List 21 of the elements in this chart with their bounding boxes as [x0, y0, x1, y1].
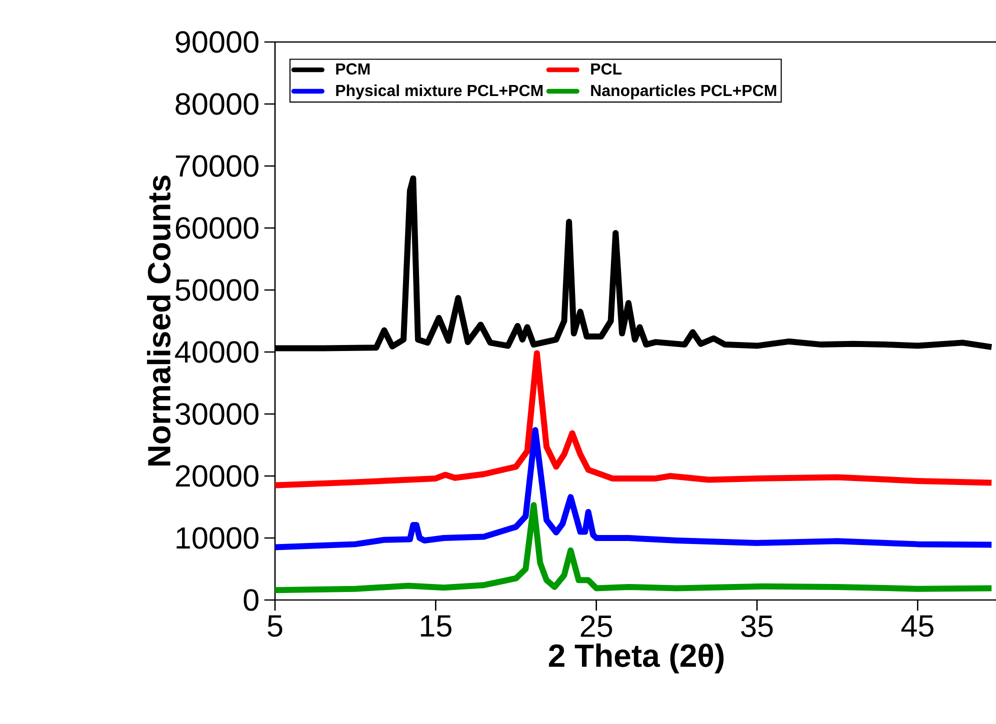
y-tick-label: 70000: [176, 155, 258, 177]
x-tick-label: 15: [420, 615, 452, 637]
y-tick-label: 60000: [176, 217, 258, 239]
legend-label: PCL: [591, 63, 622, 75]
y-tick-label: 20000: [176, 465, 258, 487]
x-tick-label: 35: [741, 615, 773, 638]
legend-label: PCM: [336, 63, 370, 75]
x-axis-title: 2 Theta (2θ): [548, 644, 724, 674]
legend-label: Physical mixture PCL+PCM: [336, 84, 543, 100]
y-tick-label: 40000: [175, 341, 258, 363]
y-tick-label: 90000: [176, 31, 258, 53]
y-tick-label: 30000: [176, 403, 258, 425]
x-tick-label: 45: [901, 615, 934, 637]
y-tick-label: 50000: [176, 279, 258, 301]
x-tick-label: 5: [268, 615, 282, 637]
y-tick-label: 0: [244, 589, 258, 611]
x-tick-label: 25: [580, 615, 612, 638]
y-tick-label: 80000: [176, 93, 258, 115]
y-tick-label: 10000: [176, 527, 258, 549]
y-axis-title: Normalised Counts: [147, 176, 171, 466]
legend-label: Nanoparticles PCL+PCM: [591, 84, 776, 100]
